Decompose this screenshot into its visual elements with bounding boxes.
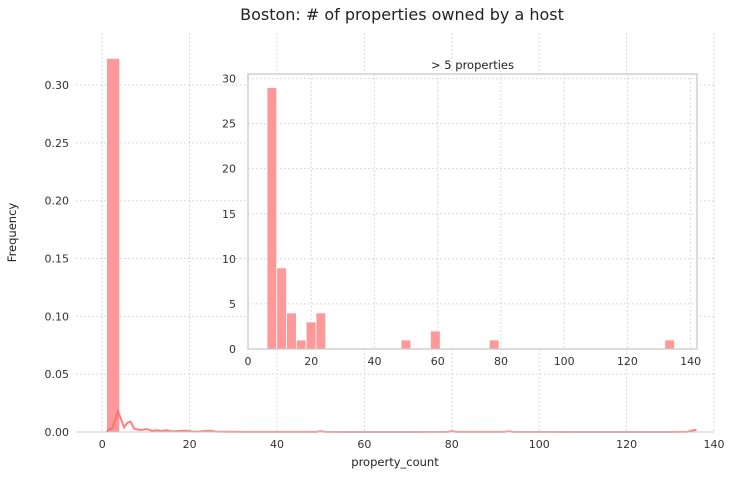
main-x-tick-label: 0 [99, 438, 106, 451]
main-x-axis-label: property_count [351, 455, 439, 469]
main-gridlines [76, 33, 715, 433]
inset-frame [247, 73, 698, 350]
inset-x-tick-label: 60 [431, 355, 445, 368]
inset-x-tick-label: 0 [245, 355, 252, 368]
main-y-axis-label: Frequency [5, 203, 19, 263]
inset-bar [276, 267, 287, 350]
inset-x-tick-label: 100 [554, 355, 575, 368]
main-bar [106, 58, 121, 433]
inset-y-tick-label: 5 [229, 298, 236, 311]
inset-x-ticks: 0 20 40 60 80 100 120 140 [245, 355, 702, 368]
inset-y-tick-label: 0 [229, 343, 236, 356]
main-y-tick-label: 0.30 [45, 79, 70, 92]
inset-y-tick-label: 20 [222, 163, 236, 176]
inset-bar [430, 330, 441, 350]
inset-bar [664, 339, 675, 350]
main-y-tick-label: 0.15 [45, 253, 70, 266]
main-x-tick-label: 140 [704, 438, 725, 451]
main-x-tick-label: 60 [357, 438, 371, 451]
main-y-tick-label: 0.05 [45, 368, 70, 381]
inset-border [247, 73, 698, 350]
main-x-ticks: 0 20 40 60 80 100 120 140 [99, 438, 725, 451]
inset-x-tick-label: 80 [494, 355, 508, 368]
main-x-tick-label: 40 [270, 438, 284, 451]
main-y-tick-label: 0.25 [45, 137, 70, 150]
inset-bar [286, 312, 297, 350]
inset-bar [305, 321, 317, 350]
inset-x-tick-label: 140 [680, 355, 701, 368]
inset-y-ticks: 0 5 10 15 20 25 30 [222, 73, 236, 356]
inset-y-tick-label: 10 [222, 253, 236, 266]
inset-x-tick-label: 20 [304, 355, 318, 368]
inset-bar [266, 87, 278, 350]
main-y-ticks: 0.00 0.05 0.10 0.15 0.20 0.25 0.30 [45, 79, 70, 439]
inset-title: > 5 properties [431, 58, 514, 72]
chart-title: Boston: # of properties owned by a host [240, 5, 564, 24]
inset-y-tick-label: 15 [222, 208, 236, 221]
inset-gridlines [248, 74, 697, 349]
main-x-tick-label: 100 [529, 438, 550, 451]
inset-bar [400, 339, 412, 350]
main-kde-line [105, 407, 697, 433]
inset-bar [315, 312, 327, 350]
main-x-tick-label: 120 [616, 438, 637, 451]
main-y-tick-label: 0.20 [45, 195, 70, 208]
main-x-tick-label: 20 [183, 438, 197, 451]
main-y-tick-label: 0.00 [45, 426, 70, 439]
inset-bar [295, 339, 307, 350]
inset-x-tick-label: 40 [367, 355, 381, 368]
inset-bar [488, 339, 500, 350]
inset-y-tick-label: 30 [222, 73, 236, 86]
main-bars [106, 58, 121, 433]
main-x-tick-label: 80 [445, 438, 459, 451]
inset-y-tick-label: 25 [222, 118, 236, 131]
main-y-tick-label: 0.10 [45, 310, 70, 323]
inset-x-tick-label: 120 [617, 355, 638, 368]
